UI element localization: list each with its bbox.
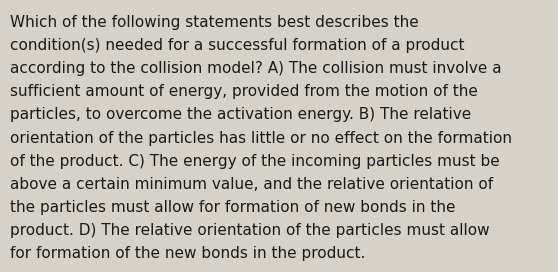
Text: product. D) The relative orientation of the particles must allow: product. D) The relative orientation of … xyxy=(10,223,490,238)
Text: Which of the following statements best describes the: Which of the following statements best d… xyxy=(10,15,419,30)
Text: the particles must allow for formation of new bonds in the: the particles must allow for formation o… xyxy=(10,200,455,215)
Text: orientation of the particles has little or no effect on the formation: orientation of the particles has little … xyxy=(10,131,512,146)
Text: above a certain minimum value, and the relative orientation of: above a certain minimum value, and the r… xyxy=(10,177,493,192)
Text: condition(s) needed for a successful formation of a product: condition(s) needed for a successful for… xyxy=(10,38,465,53)
Text: according to the collision model? A) The collision must involve a: according to the collision model? A) The… xyxy=(10,61,502,76)
Text: for formation of the new bonds in the product.: for formation of the new bonds in the pr… xyxy=(10,246,365,261)
Text: sufficient amount of energy, provided from the motion of the: sufficient amount of energy, provided fr… xyxy=(10,84,478,99)
Text: of the product. C) The energy of the incoming particles must be: of the product. C) The energy of the inc… xyxy=(10,154,500,169)
Text: particles, to overcome the activation energy. B) The relative: particles, to overcome the activation en… xyxy=(10,107,472,122)
